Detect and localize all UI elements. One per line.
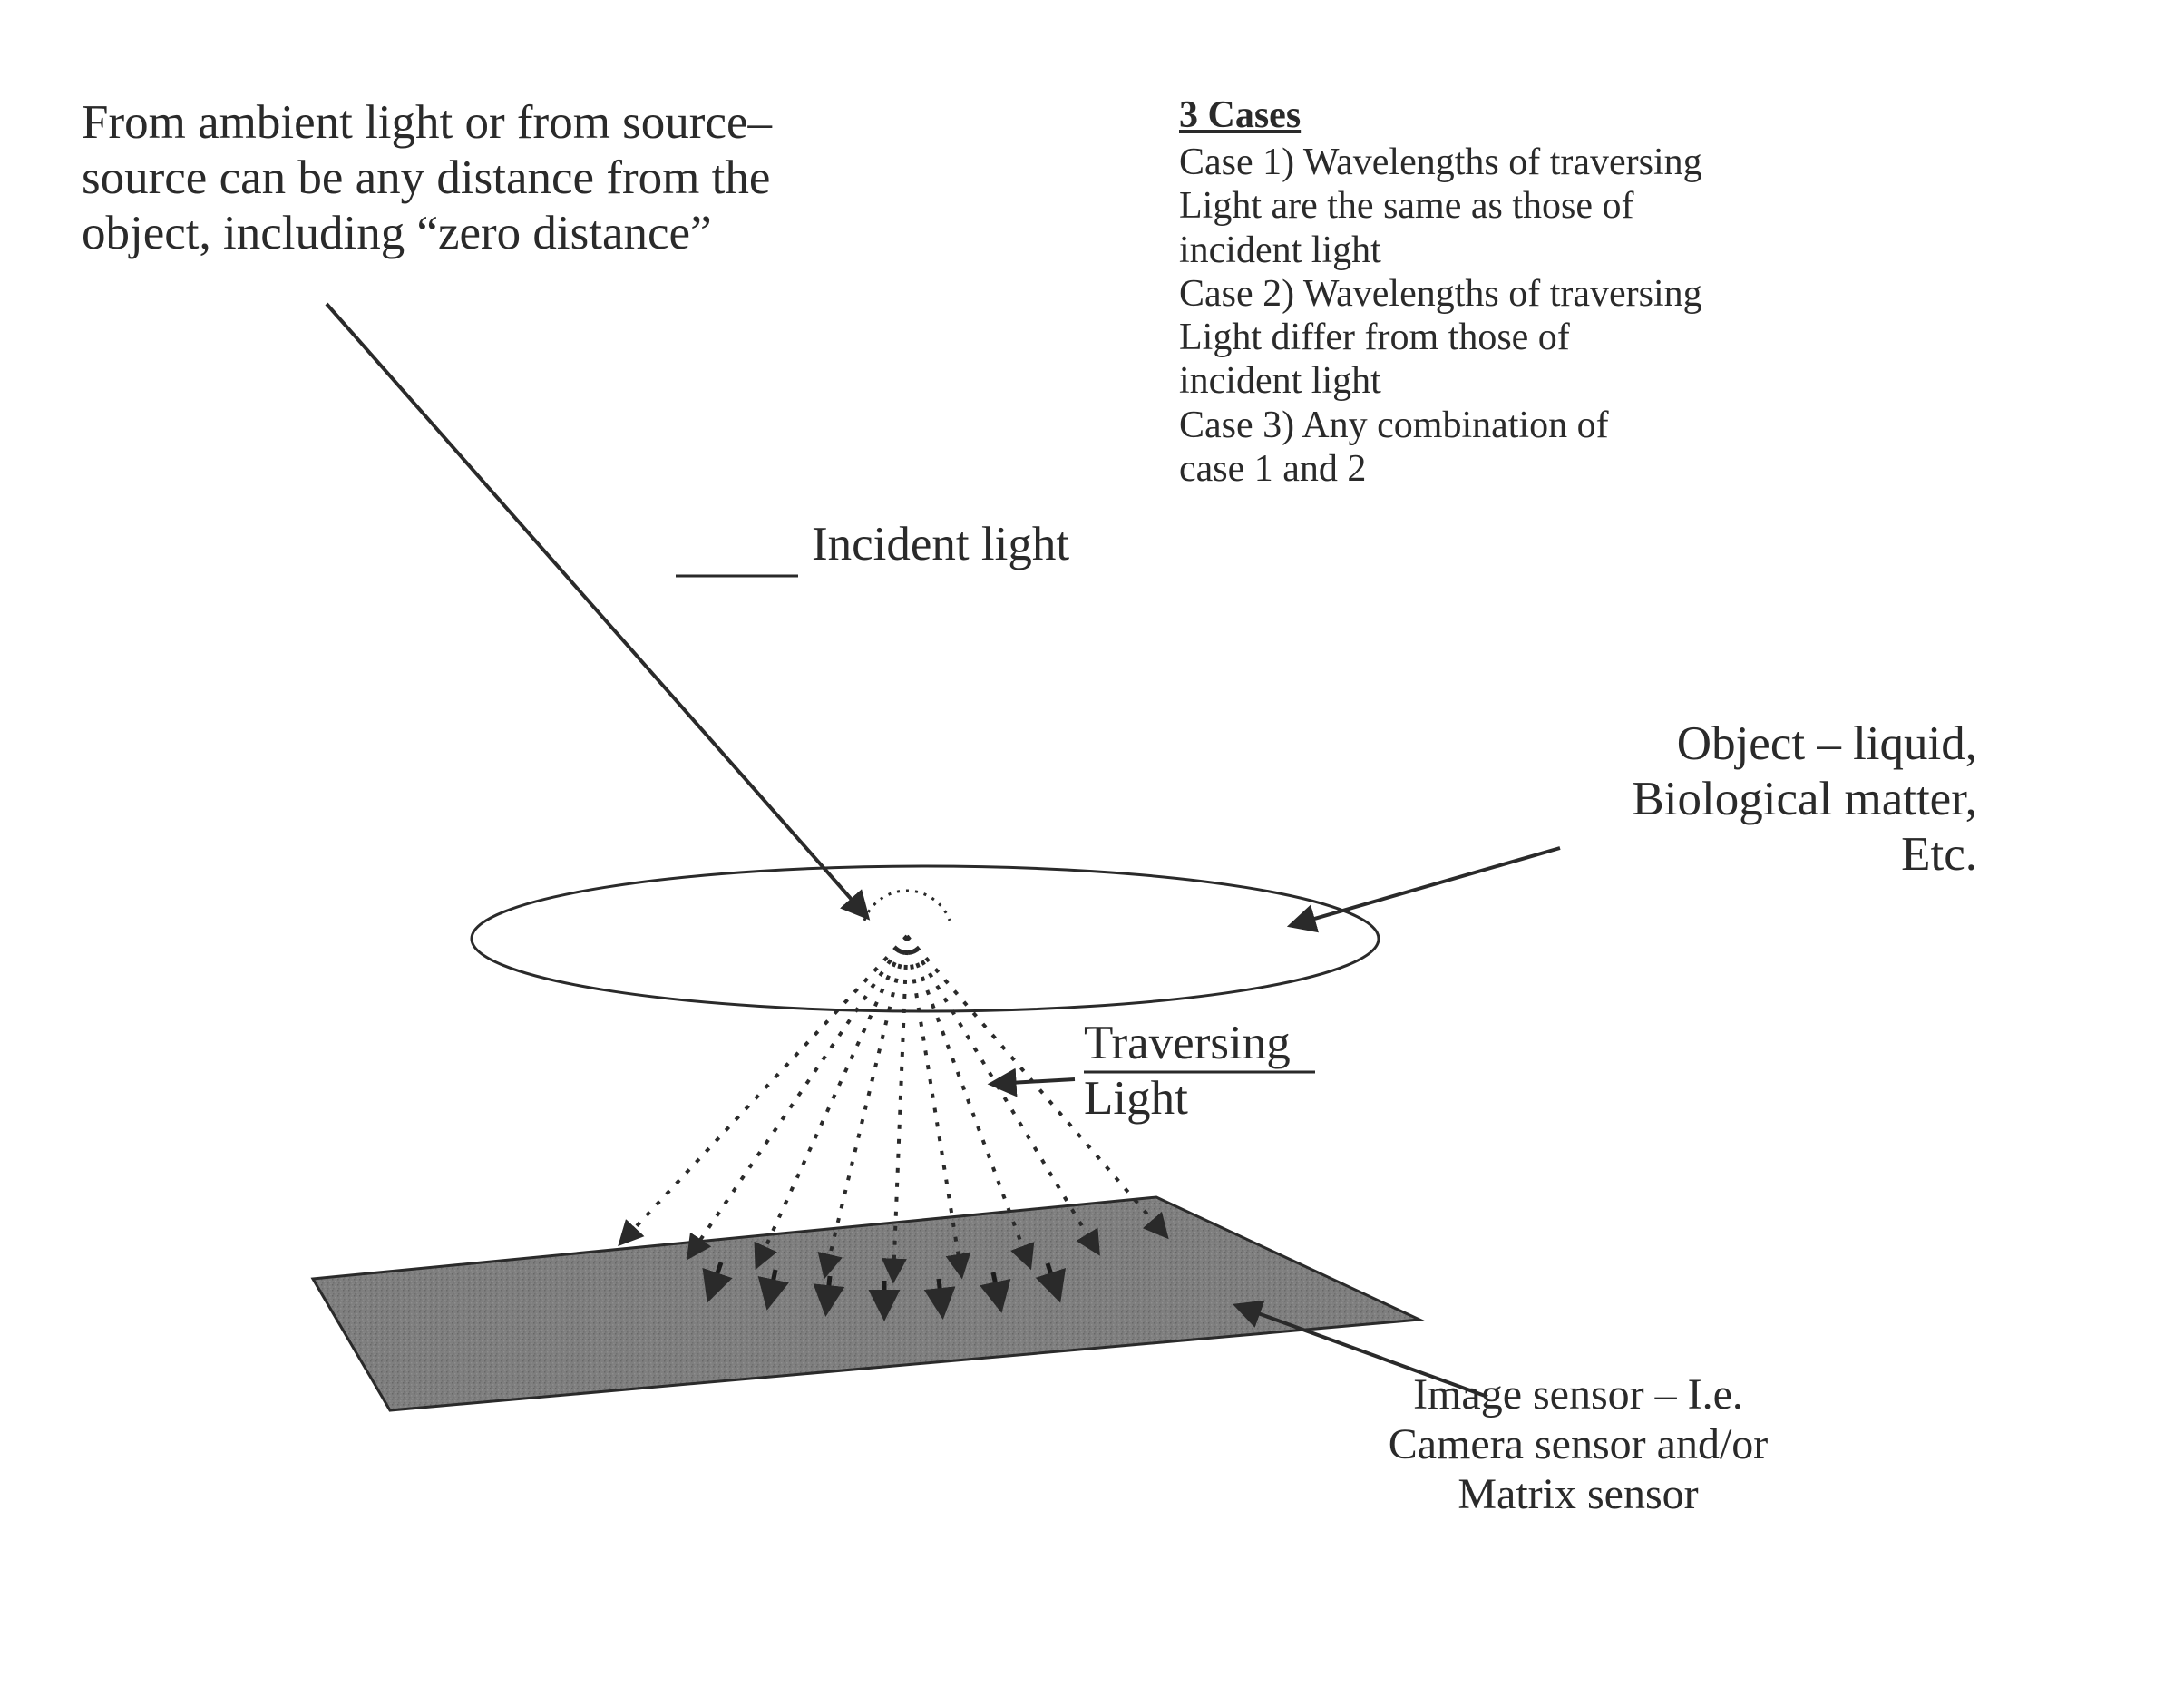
image-sensor-plane <box>313 1197 1419 1410</box>
arrow-object <box>1292 848 1560 925</box>
scatter-ray-2 <box>757 936 907 1265</box>
heading-3-cases: 3 Cases <box>1179 93 1301 137</box>
scatter-ray-7 <box>907 936 1097 1252</box>
label-traversing-light: TraversingLight <box>1084 1016 1291 1126</box>
apex-arc <box>864 891 950 921</box>
scatter-ray-0 <box>621 936 907 1243</box>
caption-3-cases-body: Case 1) Wavelengths of traversingLight a… <box>1179 141 1923 491</box>
caption-light-source: From ambient light or from source–source… <box>82 95 989 261</box>
label-object: Object – liquid,Biological matter,Etc. <box>1542 717 1977 882</box>
object-ellipse <box>472 866 1379 1011</box>
label-incident-light: Incident light <box>812 517 1069 571</box>
incident-ray <box>327 304 866 916</box>
label-image-sensor: Image sensor – I.e.Camera sensor and/orM… <box>1324 1370 1832 1520</box>
scatter-ray-1 <box>689 936 907 1256</box>
